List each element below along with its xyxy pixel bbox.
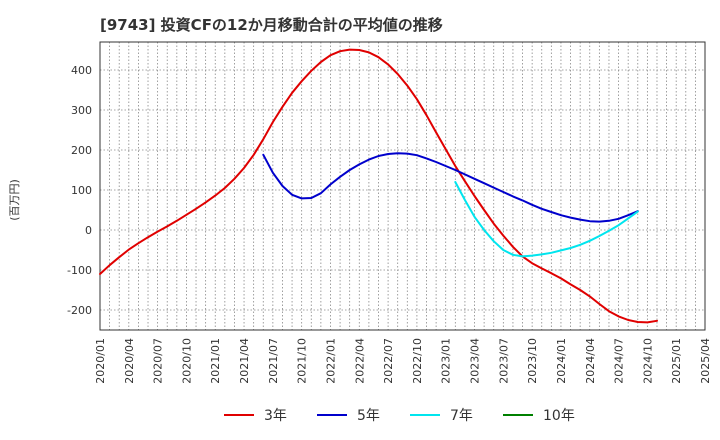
x-tick-label: 2023/01 [440,338,453,384]
y-axis-label: (百万円) [8,179,21,221]
x-tick-label: 2020/07 [152,338,165,384]
x-axis-ticks: 2020/01 2020/04 2020/07 2020/10 2021/01 2021/… [94,338,712,384]
series-line-2 [262,152,639,223]
x-tick-label: 2023/07 [497,338,510,384]
y-tick-label: 200 [71,144,92,157]
y-tick-label: -100 [67,264,92,277]
legend: 3年 5年 7年 10年 [224,408,575,424]
series-layer [99,48,658,324]
x-tick-label: 2024/04 [584,338,597,384]
x-tick-label: 2025/01 [670,338,683,384]
x-tick-label: 2023/04 [469,338,482,384]
x-tick-label: 2024/01 [555,338,568,384]
y-tick-label: 300 [71,104,92,117]
series-line-1 [99,48,658,324]
y-tick-label: -200 [67,304,92,317]
y-tick-label: 0 [85,224,92,237]
x-tick-label: 2020/04 [123,338,136,384]
grid-layer [100,42,705,330]
x-tick-label: 2022/01 [324,338,337,384]
x-tick-label: 2025/04 [699,338,712,384]
y-tick-label: 400 [71,64,92,77]
x-tick-label: 2021/07 [267,338,280,384]
x-tick-label: 2021/01 [209,338,222,384]
plot-frame [99,41,706,331]
x-tick-label: 2020/01 [94,338,107,384]
y-tick-label: 100 [71,184,92,197]
y-axis-ticks: 400 300 200 100 0 -100 -200 [67,64,92,317]
x-tick-label: 2024/07 [613,338,626,384]
x-tick-label: 2020/10 [180,338,193,384]
legend-label-1: 3年 [264,408,287,424]
x-tick-label: 2021/10 [296,338,309,384]
legend-label-3: 7年 [450,408,473,424]
x-tick-label: 2022/04 [353,338,366,384]
series-line-3 [454,181,639,258]
chart-title: [9743] 投資CFの12か月移動合計の平均値の推移 [100,16,443,34]
x-tick-label: 2022/07 [382,338,395,384]
x-tick-label: 2024/10 [641,338,654,384]
x-tick-label: 2023/10 [526,338,539,384]
legend-label-4: 10年 [543,408,575,424]
x-tick-label: 2022/10 [411,338,424,384]
legend-label-2: 5年 [357,408,380,424]
x-tick-label: 2021/04 [238,338,251,384]
